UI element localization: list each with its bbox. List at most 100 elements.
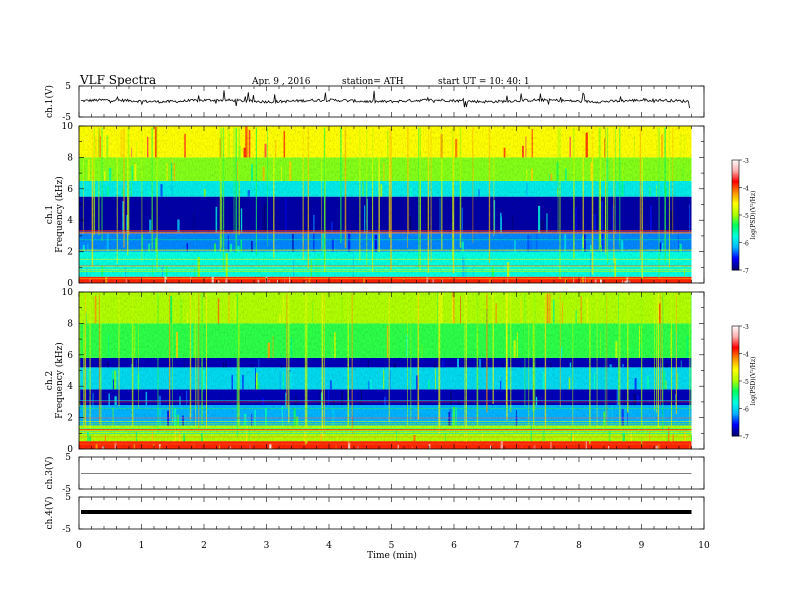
colorbar-swatch bbox=[732, 215, 739, 218]
colorbar-swatch bbox=[732, 191, 739, 194]
colorbar-swatch bbox=[732, 360, 739, 364]
colorbar-swatch bbox=[732, 406, 739, 409]
colorbar-swatch bbox=[732, 246, 739, 249]
colorbar-swatch bbox=[732, 351, 739, 354]
colorbar-tick-label: -3 bbox=[743, 324, 749, 331]
figure-title: VLF Spectra bbox=[79, 73, 156, 87]
colorbar-swatch bbox=[732, 333, 739, 336]
colorbar-swatch bbox=[732, 393, 739, 397]
header-start-time: start UT = 10: 40: 1 bbox=[438, 77, 530, 87]
colorbar-swatch bbox=[732, 353, 739, 356]
colorbar-swatch bbox=[732, 410, 739, 413]
header-station: station= ATH bbox=[342, 77, 404, 87]
colorbar-swatch bbox=[732, 253, 739, 256]
colorbar-swatch bbox=[732, 386, 739, 389]
colorbar-swatch bbox=[732, 344, 739, 347]
x-tick-label: 4 bbox=[326, 541, 332, 551]
colorbar-swatch bbox=[732, 194, 739, 198]
colorbar-swatch bbox=[732, 262, 739, 265]
colorbar-swatch bbox=[732, 248, 739, 251]
colorbar-label: log(PSD)(V²/Hz) bbox=[750, 191, 757, 240]
colorbar-swatch bbox=[732, 244, 739, 247]
ch1-spectrogram-y-tick-label: 2 bbox=[67, 248, 73, 258]
ch1-spectrogram-panel: 0 2 4 6 8 10 ch.1 Frequency (kHz) -3 -4 -5 -6 -7 log(… bbox=[45, 122, 757, 289]
colorbar-tick-label: -4 bbox=[743, 186, 749, 193]
colorbar-swatch bbox=[732, 397, 739, 400]
colorbar-tick-label: -6 bbox=[743, 407, 749, 414]
ch1-spectrogram-y-tick-label: 0 bbox=[67, 279, 73, 289]
x-tick-label: 1 bbox=[139, 541, 145, 551]
colorbar-swatch bbox=[732, 182, 739, 185]
x-tick-label: 0 bbox=[76, 541, 82, 551]
colorbar-swatch bbox=[732, 251, 739, 254]
ch1-waveform-y-tick-label: 5 bbox=[65, 82, 71, 92]
ch1-spectrogram-colorbar: -3 -4 -5 -6 -7 log(PSD)(V²/Hz) bbox=[731, 158, 757, 275]
ch2-spectrogram-panel: 0 2 4 6 8 10 ch.2 Frequency (kHz) -3 -4 -5 -6 -7 log(… bbox=[45, 288, 757, 455]
colorbar-swatch bbox=[732, 331, 739, 334]
colorbar-swatch bbox=[732, 205, 739, 209]
colorbar-swatch bbox=[732, 231, 739, 234]
colorbar-tick-label: -5 bbox=[743, 379, 749, 386]
colorbar-swatch bbox=[732, 193, 739, 196]
colorbar-swatch bbox=[732, 266, 739, 269]
colorbar-swatch bbox=[732, 338, 739, 342]
colorbar-swatch bbox=[732, 404, 739, 408]
colorbar-swatch bbox=[732, 423, 739, 426]
colorbar-swatch bbox=[732, 211, 739, 214]
colorbar-swatch bbox=[732, 419, 739, 422]
colorbar-swatch bbox=[732, 200, 739, 203]
colorbar-swatch bbox=[732, 392, 739, 395]
colorbar-swatch bbox=[732, 426, 739, 430]
ch4-waveform-y-tick-label: 5 bbox=[65, 493, 71, 503]
colorbar-swatch bbox=[732, 327, 739, 331]
ch4-waveform-ylabel: ch.4(V) bbox=[44, 497, 55, 530]
colorbar-swatch bbox=[732, 161, 739, 165]
colorbar-swatch bbox=[732, 174, 739, 177]
ch2-spectrogram-y-tick-label: 2 bbox=[67, 414, 73, 424]
x-axis-label: Time (min) bbox=[367, 550, 417, 561]
ch1-spectrogram-y-tick-label: 6 bbox=[67, 185, 73, 195]
colorbar-swatch bbox=[732, 218, 739, 221]
colorbar-tick-label: -4 bbox=[743, 352, 749, 359]
ch2-spectrogram-y-tick-label: 8 bbox=[67, 319, 73, 329]
colorbar-swatch bbox=[732, 226, 739, 229]
colorbar-swatch bbox=[732, 165, 739, 168]
colorbar-swatch bbox=[732, 257, 739, 260]
colorbar-swatch bbox=[732, 390, 739, 393]
colorbar-swatch bbox=[732, 359, 739, 362]
colorbar-swatch bbox=[732, 180, 739, 183]
colorbar-swatch bbox=[732, 213, 739, 216]
colorbar-swatch bbox=[732, 172, 739, 176]
x-tick-label: 3 bbox=[264, 541, 270, 551]
colorbar-swatch bbox=[732, 348, 739, 351]
colorbar-swatch bbox=[732, 238, 739, 242]
colorbar-tick-label: -5 bbox=[743, 213, 749, 220]
colorbar-swatch bbox=[732, 349, 739, 353]
colorbar-swatch bbox=[732, 329, 739, 332]
colorbar-swatch bbox=[732, 240, 739, 243]
colorbar-swatch bbox=[732, 229, 739, 232]
colorbar-swatch bbox=[732, 375, 739, 378]
x-tick-label: 7 bbox=[514, 541, 520, 551]
colorbar-swatch bbox=[732, 434, 739, 437]
ch1-spectrogram-y-tick-label: 10 bbox=[62, 122, 74, 132]
ch1-spectrogram-y-tick-label: 8 bbox=[67, 153, 73, 163]
colorbar-label: log(PSD)(V²/Hz) bbox=[750, 357, 757, 406]
colorbar-swatch bbox=[732, 198, 739, 201]
colorbar-swatch bbox=[732, 371, 739, 375]
colorbar-swatch bbox=[732, 337, 739, 340]
colorbar-swatch bbox=[732, 370, 739, 373]
ch4-waveform-y-tick-label: -5 bbox=[62, 525, 71, 535]
ch1-waveform-trace bbox=[80, 90, 690, 109]
colorbar-swatch bbox=[732, 268, 739, 271]
colorbar-swatch bbox=[732, 227, 739, 231]
colorbar-swatch bbox=[732, 335, 739, 338]
ch3-waveform-panel: 5 -5 ch.3(V) bbox=[44, 453, 705, 495]
colorbar-swatch bbox=[732, 342, 739, 345]
x-tick-label: 6 bbox=[451, 541, 457, 551]
colorbar-swatch bbox=[732, 209, 739, 212]
colorbar-swatch bbox=[732, 207, 739, 210]
x-tick-label: 8 bbox=[576, 541, 582, 551]
colorbar-swatch bbox=[732, 171, 739, 174]
